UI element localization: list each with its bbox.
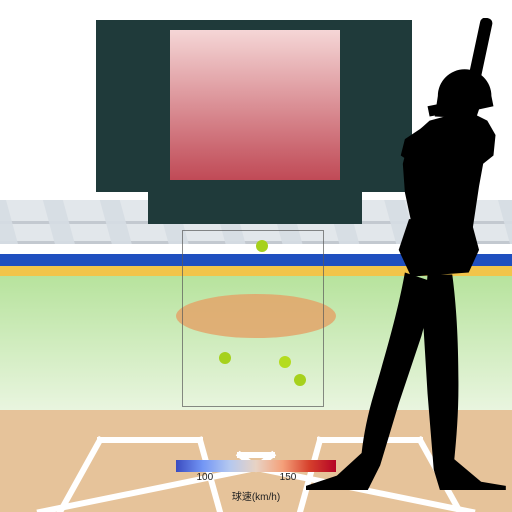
pitch-dot (219, 352, 231, 364)
colorbar-tick: 150 (280, 472, 297, 483)
pitch-dot (256, 240, 268, 252)
colorbar-gradient (176, 460, 336, 472)
colorbar-tick: 100 (196, 472, 213, 483)
colorbar-label: 球速(km/h) (176, 488, 336, 503)
colorbar-ticks: 100 150 (176, 472, 336, 486)
velocity-colorbar: 100 150 球速(km/h) (176, 460, 336, 503)
batter-silhouette (306, 18, 512, 490)
pitch-dot (294, 374, 306, 386)
pitch-dot (279, 356, 291, 368)
pitch-location-chart: 100 150 球速(km/h) (0, 0, 512, 512)
